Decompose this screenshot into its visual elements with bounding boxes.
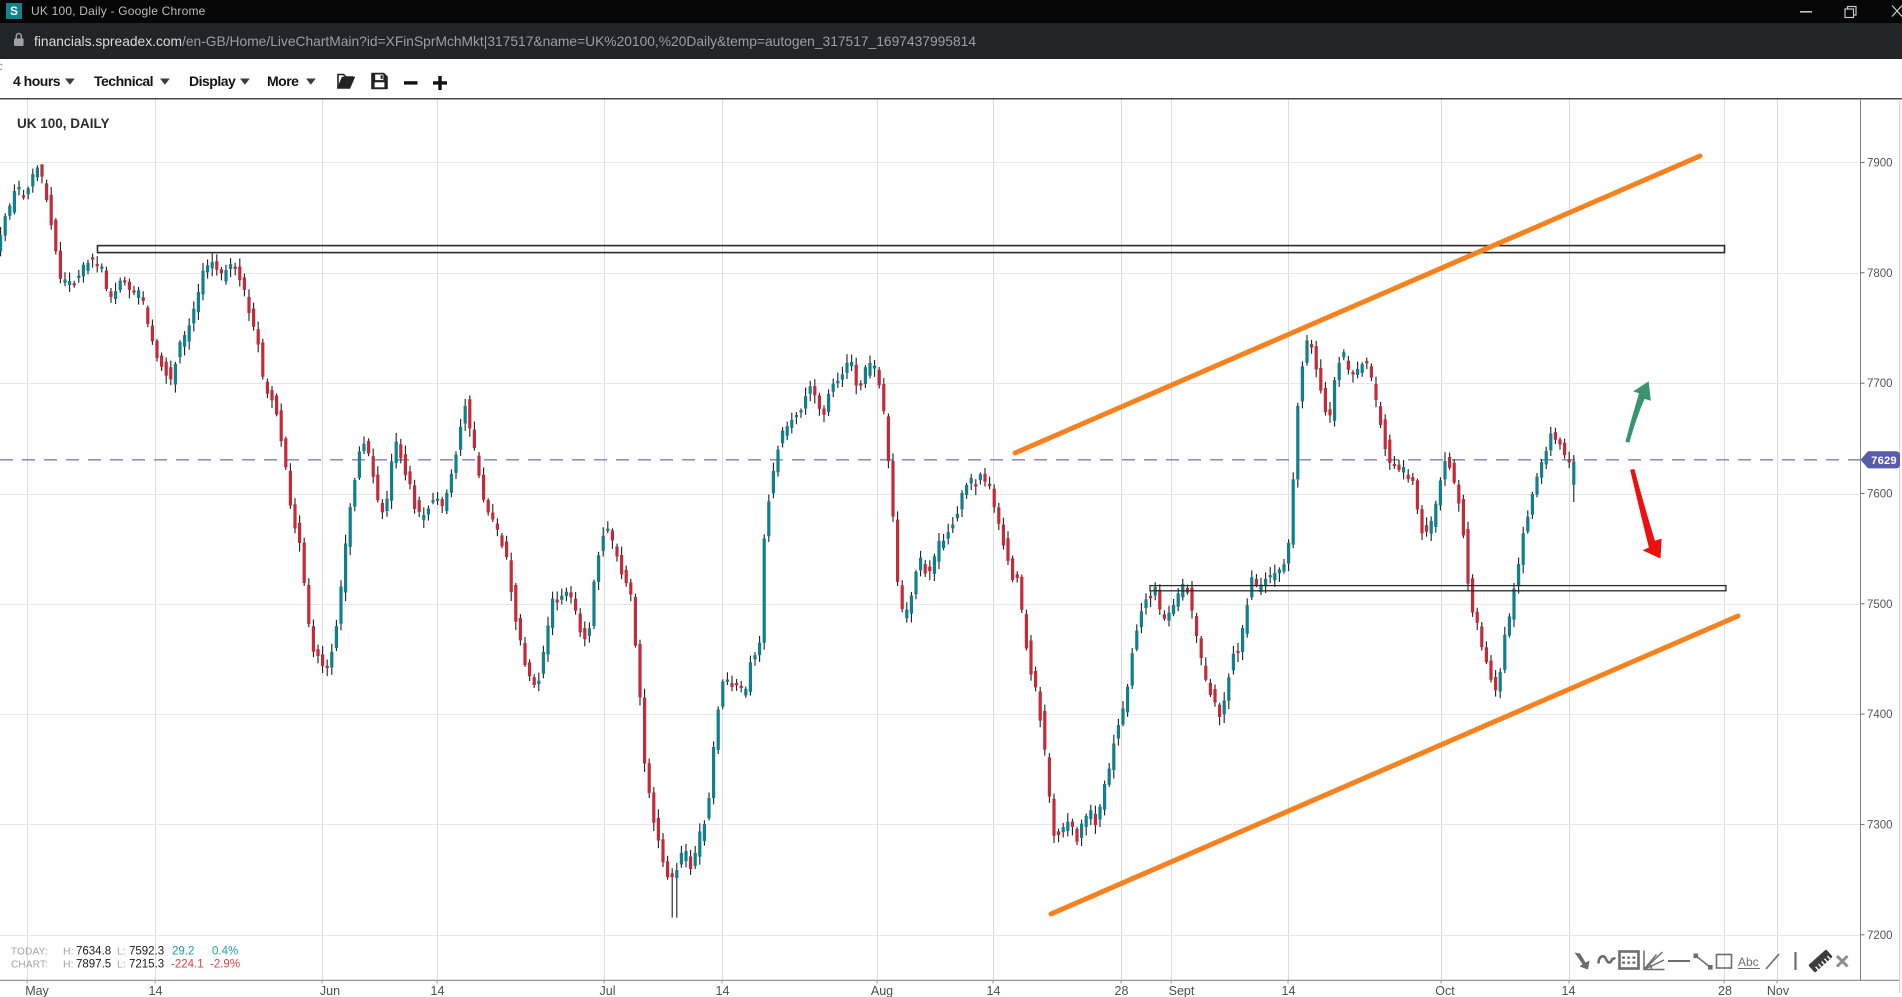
svg-text:14: 14 <box>149 984 163 997</box>
svg-text:14: 14 <box>1282 984 1296 997</box>
svg-text:7200: 7200 <box>1867 930 1893 942</box>
svg-text:Oct: Oct <box>1435 984 1455 997</box>
svg-text:Jun: Jun <box>320 984 340 997</box>
svg-text:28: 28 <box>1115 984 1129 997</box>
svg-text:CHART:: CHART: <box>11 960 48 971</box>
svg-text:L:: L: <box>117 946 126 958</box>
svg-text:28: 28 <box>1718 984 1732 997</box>
svg-text:29.2: 29.2 <box>172 946 194 958</box>
svg-text:7300: 7300 <box>1867 820 1893 832</box>
svg-text:7600: 7600 <box>1867 489 1893 501</box>
svg-text:H:: H: <box>63 959 74 971</box>
svg-text:7634.8: 7634.8 <box>76 946 111 958</box>
svg-text:Display: Display <box>189 73 236 89</box>
svg-text:7592.3: 7592.3 <box>129 946 164 958</box>
svg-text:7800: 7800 <box>1867 268 1893 280</box>
svg-text:14: 14 <box>431 984 445 997</box>
svg-text:Aug: Aug <box>871 984 893 997</box>
svg-text:7700: 7700 <box>1867 378 1893 390</box>
svg-text:7215.3: 7215.3 <box>129 959 164 971</box>
svg-text:Jul: Jul <box>600 984 616 997</box>
svg-text:7500: 7500 <box>1867 599 1893 611</box>
svg-text:7897.5: 7897.5 <box>76 959 111 971</box>
svg-text:7900: 7900 <box>1867 158 1893 170</box>
svg-text:-2.9%: -2.9% <box>210 959 240 971</box>
svg-text:0.4%: 0.4% <box>212 946 238 958</box>
svg-text:TODAY:: TODAY: <box>11 947 48 958</box>
svg-text:14: 14 <box>1562 984 1576 997</box>
svg-text:14: 14 <box>987 984 1001 997</box>
svg-text:Technical: Technical <box>94 73 153 89</box>
svg-text:7629: 7629 <box>1871 455 1897 467</box>
svg-text:Sept: Sept <box>1169 984 1195 997</box>
svg-text:14: 14 <box>716 984 730 997</box>
svg-text:4 hours: 4 hours <box>13 73 61 89</box>
svg-text:More: More <box>267 73 299 89</box>
svg-text:7400: 7400 <box>1867 709 1893 721</box>
svg-text:Nov: Nov <box>1767 984 1790 997</box>
svg-text:L:: L: <box>117 959 126 971</box>
svg-text:H:: H: <box>63 946 74 958</box>
svg-text:Abc: Abc <box>1738 955 1759 969</box>
svg-text:-224.1: -224.1 <box>171 959 204 971</box>
svg-text:UK 100, DAILY: UK 100, DAILY <box>17 116 110 131</box>
svg-text:May: May <box>25 984 49 997</box>
